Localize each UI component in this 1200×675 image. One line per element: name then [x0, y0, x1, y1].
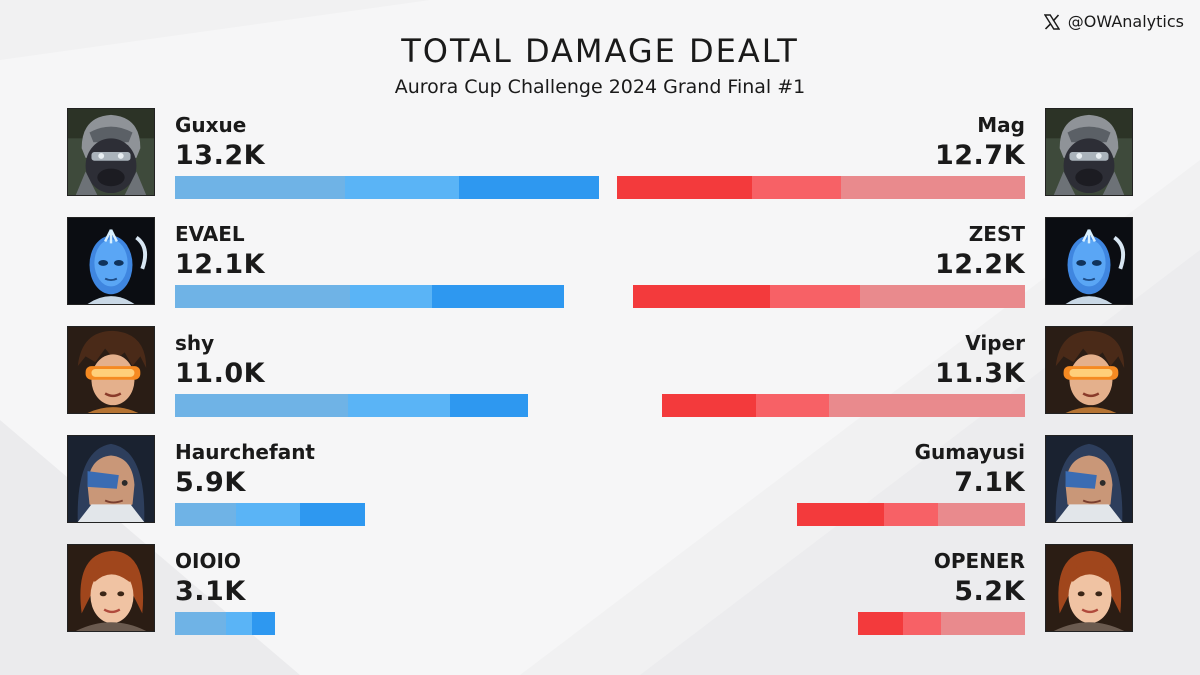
- left-bar-segment: [175, 612, 226, 635]
- right-player-name: Gumayusi: [914, 440, 1025, 464]
- hero-portrait-winston-icon: [1045, 108, 1133, 196]
- chart-title: TOTAL DAMAGE DEALT: [401, 32, 799, 70]
- left-bar-segment: [431, 285, 564, 308]
- left-bar-segment: [450, 394, 528, 417]
- left-bar-segment: [175, 176, 345, 199]
- hero-portrait-echo-icon: [67, 217, 155, 305]
- right-bar: [633, 285, 1025, 308]
- right-bar-segment: [941, 612, 1025, 635]
- right-bar-segment: [770, 285, 861, 308]
- right-bar: [858, 612, 1025, 635]
- right-damage-value: 5.2K: [954, 576, 1025, 607]
- left-bar: [175, 394, 528, 417]
- right-player-name: OPENER: [933, 549, 1025, 573]
- left-bar: [175, 176, 599, 199]
- hero-portrait-winston-icon: [67, 108, 155, 196]
- left-bar-segment: [175, 394, 348, 417]
- left-bar-segment: [350, 285, 432, 308]
- left-bar-segment: [347, 394, 451, 417]
- left-bar: [175, 285, 564, 308]
- right-bar-segment: [860, 285, 1025, 308]
- left-bar-segment: [459, 176, 599, 199]
- hero-portrait-ana-icon: [1045, 435, 1133, 523]
- right-bar-segment: [797, 503, 884, 526]
- right-damage-value: 11.3K: [934, 358, 1025, 389]
- left-player-name: EVAEL: [175, 222, 245, 246]
- right-player-name: Viper: [965, 331, 1025, 355]
- left-damage-value: 12.1K: [175, 249, 266, 280]
- chart-subtitle: Aurora Cup Challenge 2024 Grand Final #1: [394, 76, 806, 98]
- left-bar: [175, 612, 275, 635]
- right-bar-segment: [903, 612, 942, 635]
- credit-handle: @OWAnalytics: [1067, 12, 1184, 31]
- left-bar-segment: [175, 285, 351, 308]
- right-bar-segment: [828, 394, 1025, 417]
- right-bar-segment: [662, 394, 757, 417]
- hero-portrait-echo-icon: [1045, 217, 1133, 305]
- right-bar-segment: [858, 612, 904, 635]
- right-bar-segment: [756, 394, 829, 417]
- right-bar: [662, 394, 1025, 417]
- left-damage-value: 3.1K: [175, 576, 246, 607]
- hero-portrait-brigitte-icon: [67, 544, 155, 632]
- left-player-name: Guxue: [175, 113, 247, 137]
- hero-portrait-tracer-icon: [67, 326, 155, 414]
- right-player-name: ZEST: [968, 222, 1025, 246]
- right-damage-value: 7.1K: [954, 467, 1025, 498]
- left-player-name: Haurchefant: [175, 440, 315, 464]
- right-bar-segment: [938, 503, 1025, 526]
- right-damage-value: 12.2K: [934, 249, 1025, 280]
- left-bar-segment: [252, 612, 275, 635]
- left-damage-value: 11.0K: [175, 358, 266, 389]
- left-bar-segment: [175, 503, 236, 526]
- right-bar-segment: [841, 176, 1025, 199]
- right-bar: [797, 503, 1025, 526]
- x-logo-icon: [1043, 13, 1060, 30]
- right-bar: [617, 176, 1025, 199]
- hero-portrait-tracer-icon: [1045, 326, 1133, 414]
- left-bar-segment: [344, 176, 460, 199]
- right-bar-segment: [751, 176, 842, 199]
- right-bar-segment: [633, 285, 771, 308]
- left-bar: [175, 503, 365, 526]
- left-bar-segment: [235, 503, 301, 526]
- left-player-name: shy: [175, 331, 215, 355]
- left-damage-value: 13.2K: [175, 140, 266, 171]
- left-bar-segment: [300, 503, 365, 526]
- right-player-name: Mag: [977, 113, 1025, 137]
- credit: @OWAnalytics: [1043, 12, 1184, 31]
- right-damage-value: 12.7K: [934, 140, 1025, 171]
- hero-portrait-brigitte-icon: [1045, 544, 1133, 632]
- left-bar-segment: [226, 612, 252, 635]
- right-bar-segment: [883, 503, 939, 526]
- right-bar-segment: [617, 176, 752, 199]
- left-player-name: OIOIO: [175, 549, 241, 573]
- hero-portrait-ana-icon: [67, 435, 155, 523]
- left-damage-value: 5.9K: [175, 467, 246, 498]
